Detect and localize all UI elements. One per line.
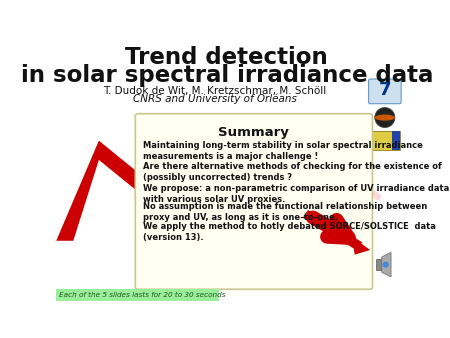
Circle shape <box>382 262 389 268</box>
Polygon shape <box>303 210 362 250</box>
Text: 7: 7 <box>378 81 391 99</box>
FancyBboxPatch shape <box>135 114 373 289</box>
Ellipse shape <box>375 115 395 121</box>
Text: We propose: a non-parametric comparison of UV irradiance data
with various solar: We propose: a non-parametric comparison … <box>143 184 449 204</box>
Text: CNRS and University of Orléans: CNRS and University of Orléans <box>133 94 297 104</box>
Polygon shape <box>382 252 391 277</box>
Text: Summary: Summary <box>218 126 289 139</box>
Polygon shape <box>352 237 370 255</box>
Text: Are there alternative methods of checking for the existence of
(possibly uncorre: Are there alternative methods of checkin… <box>143 162 442 182</box>
Text: No assumption is made the functional relationship between
proxy and UV, as long : No assumption is made the functional rel… <box>143 202 428 222</box>
Bar <box>376 259 382 270</box>
Text: Maintaining long-term stability in solar spectral irradiance
measurements is a m: Maintaining long-term stability in solar… <box>143 141 423 161</box>
Bar <box>392 131 400 150</box>
Circle shape <box>375 107 395 127</box>
Bar <box>56 289 219 301</box>
Polygon shape <box>56 141 141 241</box>
FancyBboxPatch shape <box>369 79 401 104</box>
Text: in solar spectral irradiance data: in solar spectral irradiance data <box>21 65 433 88</box>
Text: Each of the 5 slides lasts for 20 to 30 seconds: Each of the 5 slides lasts for 20 to 30 … <box>58 292 225 298</box>
Text: T. Dudok de Wit, M. Kretzschmar, M. Schöll: T. Dudok de Wit, M. Kretzschmar, M. Schö… <box>104 86 327 96</box>
FancyBboxPatch shape <box>370 131 400 150</box>
Text: We apply the method to hotly debated SORCE/SOLSTICE  data
(version 13).: We apply the method to hotly debated SOR… <box>143 222 436 242</box>
Text: Trend detection: Trend detection <box>126 46 328 69</box>
